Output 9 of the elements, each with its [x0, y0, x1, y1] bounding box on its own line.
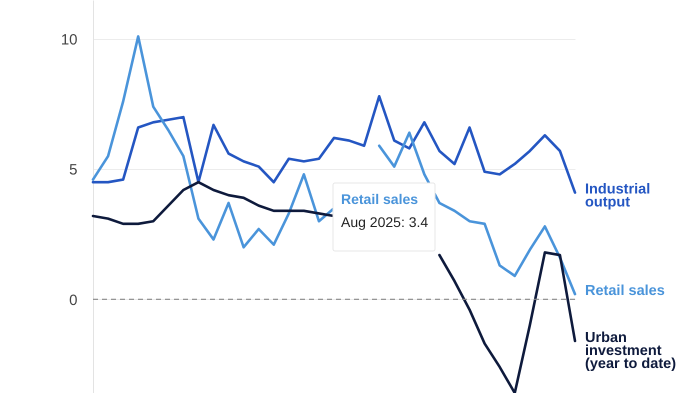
annotation: Aug 2025: 3.4	[341, 214, 428, 230]
y-tick-label: 5	[69, 162, 78, 179]
y-tick-label: 0	[69, 292, 78, 309]
y-tick-label: 10	[60, 32, 78, 49]
series-label: Industrial output	[585, 182, 650, 211]
annotation: Retail sales	[341, 191, 418, 207]
series-label: Retail sales	[585, 283, 665, 300]
series-label: Urban investment (year to date)	[585, 330, 676, 372]
line-series	[92, 95, 576, 194]
